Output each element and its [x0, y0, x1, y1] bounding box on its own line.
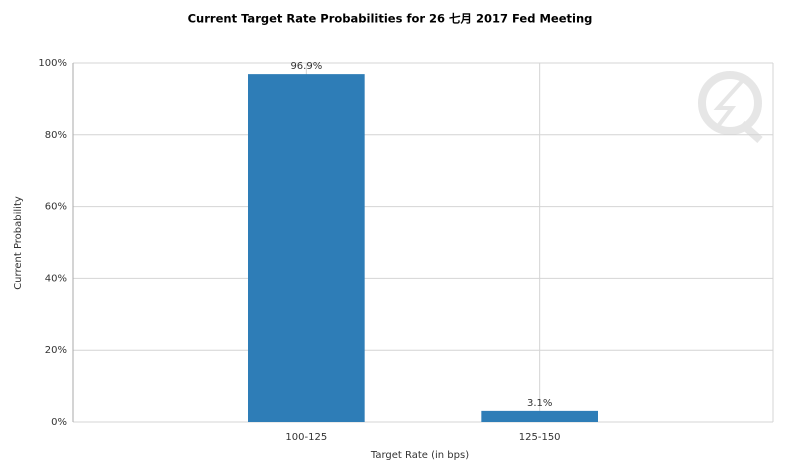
- x-tick-label: 125-150: [519, 432, 561, 443]
- bar: [481, 410, 598, 422]
- y-tick-label: 20%: [45, 345, 67, 356]
- y-tick-label: 100%: [38, 58, 67, 69]
- chart-title: Current Target Rate Probabilities for 26…: [188, 12, 593, 26]
- bar: [248, 74, 365, 422]
- y-tick-label: 60%: [45, 202, 67, 213]
- y-tick-label: 0%: [51, 417, 67, 428]
- y-axis-label: Current Probability: [13, 196, 24, 290]
- y-tick-label: 40%: [45, 273, 67, 284]
- data-label: 96.9%: [290, 61, 322, 72]
- x-axis-label: Target Rate (in bps): [370, 450, 469, 461]
- x-tick-label: 100-125: [285, 432, 327, 443]
- data-label: 3.1%: [527, 398, 552, 409]
- watermark: [698, 71, 763, 143]
- y-tick-label: 80%: [45, 130, 67, 141]
